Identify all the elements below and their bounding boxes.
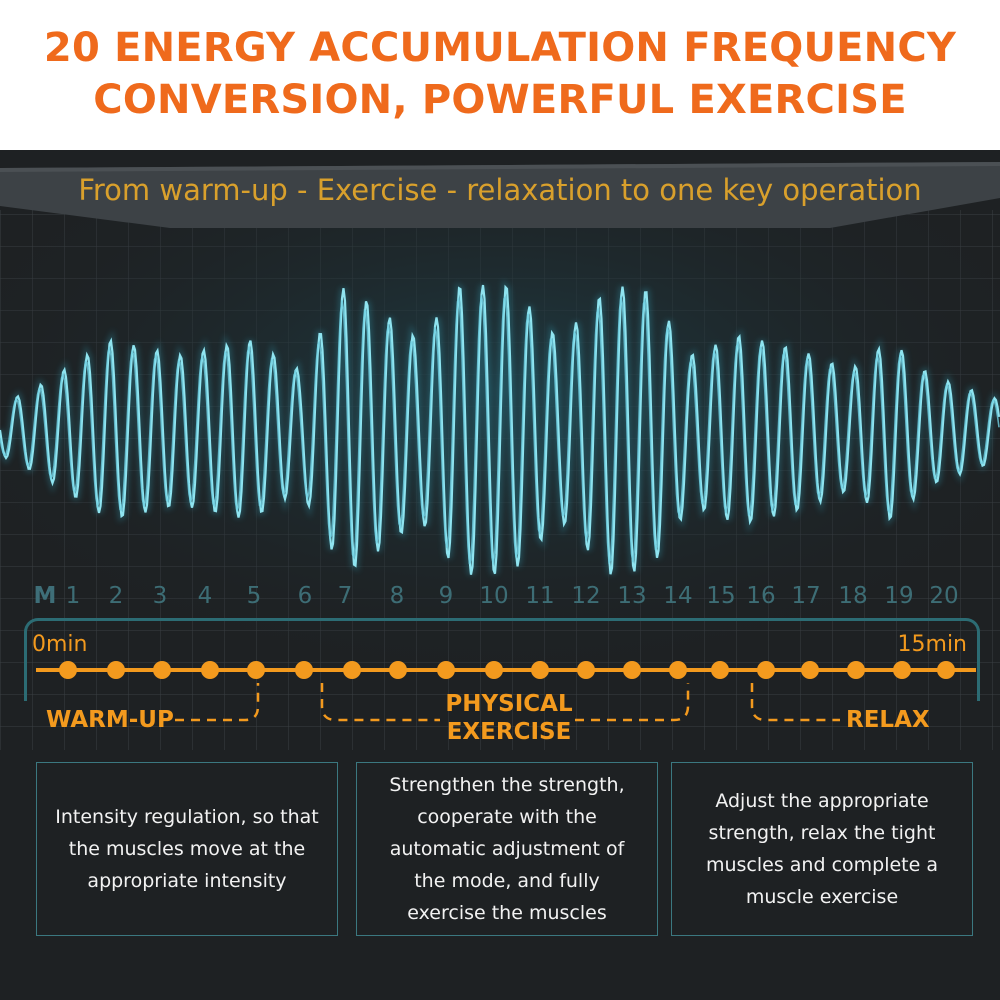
timeline-dot — [247, 661, 265, 679]
timeline-dot — [153, 661, 171, 679]
timeline-dot — [59, 661, 77, 679]
headline-line-2: CONVERSION, POWERFUL EXERCISE — [93, 77, 907, 123]
phase-exercise-line-2: EXERCISE — [446, 719, 572, 745]
mode-number: 3 — [152, 583, 168, 609]
subtitle: From warm-up - Exercise - relaxation to … — [78, 173, 922, 207]
headline-line-1: 20 ENERGY ACCUMULATION FREQUENCY — [43, 25, 957, 71]
mode-number: 16 — [746, 583, 776, 609]
warmup-description-box: Intensity regulation, so that the muscle… — [36, 762, 338, 936]
mode-number: 14 — [663, 583, 693, 609]
warmup-description-line: the muscles move at the — [68, 838, 306, 860]
relax-description-box: Adjust the appropriate strength, relax t… — [671, 762, 973, 936]
headline: 20 ENERGY ACCUMULATION FREQUENCY CONVERS… — [0, 22, 1000, 126]
relax-description-line: muscle exercise — [745, 886, 899, 908]
timeline-dot — [937, 661, 955, 679]
warmup-description-line: appropriate intensity — [87, 870, 287, 892]
timeline-dot — [295, 661, 313, 679]
timeline-dot — [757, 661, 775, 679]
timeline-dot — [711, 661, 729, 679]
timeline-dot — [437, 661, 455, 679]
exercise-description-line: Strengthen the strength, — [389, 774, 625, 796]
timeline-dot — [669, 661, 687, 679]
mode-number: 18 — [838, 583, 868, 609]
mode-number: 6 — [297, 583, 313, 609]
timeline-dot — [577, 661, 595, 679]
phase-relax-label: RELAX — [846, 707, 930, 733]
timeline-dot — [893, 661, 911, 679]
mode-number: 13 — [617, 583, 647, 609]
exercise-description-line: cooperate with the — [417, 806, 597, 828]
mode-number: 12 — [571, 583, 601, 609]
wave-line — [0, 295, 1000, 565]
mode-number: 1 — [65, 583, 81, 609]
mode-number: 20 — [929, 583, 959, 609]
dark-panel — [0, 150, 1000, 1000]
mode-number: 2 — [108, 583, 124, 609]
exercise-description-line: automatic adjustment of — [389, 838, 625, 860]
mode-number: 10 — [479, 583, 509, 609]
exercise-description-line: the mode, and fully — [414, 870, 600, 892]
mode-number: 4 — [197, 583, 213, 609]
mode-number: 5 — [246, 583, 262, 609]
timeline-dot — [847, 661, 865, 679]
relax-description-line: strength, relax the tight — [708, 822, 936, 844]
relax-description-line: muscles and complete a — [705, 854, 939, 876]
subtitle-banner — [0, 162, 1000, 228]
mode-number: 17 — [791, 583, 821, 609]
timeline-dots — [59, 661, 955, 679]
timeline-dot — [201, 661, 219, 679]
mode-letter: M — [33, 583, 57, 609]
warmup-description-line: Intensity regulation, so that — [55, 806, 319, 828]
mode-number: 15 — [706, 583, 736, 609]
panel-graphics — [0, 150, 1000, 1000]
timeline-end-label: 15min — [897, 632, 967, 657]
mode-number: 8 — [389, 583, 405, 609]
mode-number: 7 — [337, 583, 353, 609]
timeline-dot — [623, 661, 641, 679]
timeline-dot — [107, 661, 125, 679]
timeline-dot — [343, 661, 361, 679]
timeline-dot — [801, 661, 819, 679]
timeline-start-label: 0min — [32, 632, 88, 657]
timeline-frame — [24, 618, 980, 701]
mode-number: 11 — [525, 583, 555, 609]
timeline-dot — [389, 661, 407, 679]
phase-exercise-line-1: PHYSICAL — [445, 691, 573, 717]
relax-description-line: Adjust the appropriate — [715, 790, 929, 812]
mode-number: 9 — [438, 583, 454, 609]
phase-exercise-label: PHYSICAL EXERCISE — [434, 690, 584, 746]
mode-scale: M 1 2 3 4 5 6 7 8 9 10 11 12 13 14 15 16 17 18 19 20 — [0, 583, 1000, 617]
wave-graphic — [0, 278, 1000, 576]
exercise-description-box: Strengthen the strength, cooperate with … — [356, 762, 658, 936]
phase-warmup-label: WARM-UP — [46, 707, 174, 733]
phase-brackets — [175, 683, 840, 722]
exercise-description-line: exercise the muscles — [407, 902, 607, 924]
mode-number: 19 — [884, 583, 914, 609]
timeline-dot — [485, 661, 503, 679]
timeline-dot — [531, 661, 549, 679]
